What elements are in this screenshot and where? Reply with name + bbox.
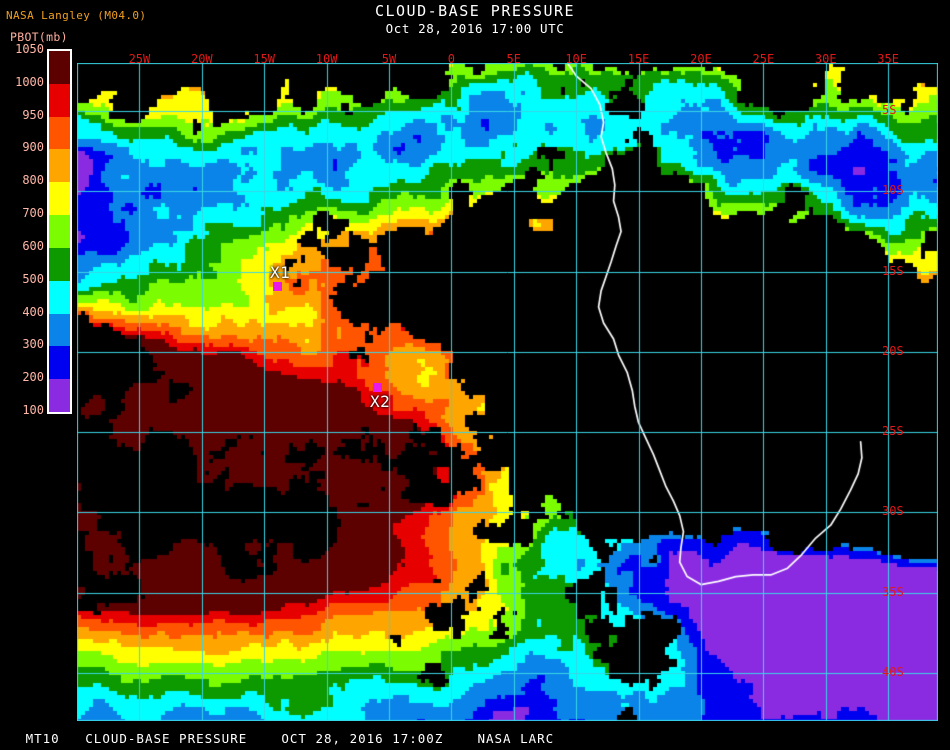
colorbar-band-6: [49, 247, 70, 281]
colorbar-band-3: [49, 149, 70, 183]
footer-product-code: MT10: [0, 731, 86, 746]
colorbar-tick-600: 600: [22, 238, 44, 253]
lat-label-20S: 20S: [882, 343, 904, 358]
marker-label-x1: X1: [270, 263, 291, 282]
lon-label-25E: 25E: [752, 52, 775, 66]
colorbar-band-9: [49, 346, 70, 380]
lon-label-0: 0: [447, 52, 455, 66]
colorbar-band-10: [49, 379, 70, 412]
colorbar-band-1: [49, 83, 70, 117]
lat-label-40S: 40S: [882, 664, 904, 679]
title-block: CLOUD-BASE PRESSURE Oct 28, 2016 17:00 U…: [0, 2, 950, 36]
colorbar-tick-labels: 1050 1000 950 900 800 700 600 500 400 300 200 100: [0, 38, 44, 428]
footer-caption: MT10 CLOUD-BASE PRESSURE OCT 28, 2016 17…: [0, 727, 950, 750]
lat-label-15S: 15S: [882, 263, 904, 278]
lat-label-35S: 35S: [882, 584, 904, 599]
colorbar-tick-900: 900: [22, 140, 44, 155]
lon-label-5W: 5W: [381, 52, 397, 66]
marker-square-icon: [373, 383, 382, 392]
colorbar-band-4: [49, 182, 70, 216]
graticule-grid: [77, 63, 938, 721]
agency-label: NASA Langley (M04.0): [6, 9, 147, 22]
lon-label-15E: 15E: [627, 52, 650, 66]
lon-label-20W: 20W: [190, 52, 213, 66]
colorbar-tick-800: 800: [22, 173, 44, 188]
lon-label-10W: 10W: [315, 52, 338, 66]
colorbar-tick-1000: 1000: [15, 74, 44, 89]
colorbar-tick-300: 300: [22, 337, 44, 352]
colorbar-tick-400: 400: [22, 304, 44, 319]
colorbar-band-5: [49, 215, 70, 248]
colorbar-tick-1050: 1050: [15, 42, 44, 56]
lon-label-5E: 5E: [506, 52, 521, 66]
lon-label-30E: 30E: [814, 52, 837, 66]
colorbar-band-2: [49, 116, 70, 150]
colorbar-band-7: [49, 280, 70, 314]
lon-label-35E: 35E: [877, 52, 899, 66]
footer-source: NASA LARC: [477, 731, 555, 746]
colorbar-tick-100: 100: [22, 403, 44, 417]
lon-label-25W: 25W: [128, 52, 151, 66]
lat-label-5S: 5S: [882, 103, 897, 118]
map-canvas[interactable]: [77, 63, 938, 721]
footer-product-name: CLOUD-BASE PRESSURE: [85, 731, 282, 746]
colorbar-tick-950: 950: [22, 107, 44, 122]
page-title: CLOUD-BASE PRESSURE: [374, 2, 576, 20]
marker-square-icon: [273, 282, 282, 291]
lat-label-25S: 25S: [882, 424, 904, 439]
marker-label-x2: X2: [370, 392, 391, 411]
colorbar-band-8: [49, 313, 70, 347]
colorbar-tick-700: 700: [22, 206, 44, 221]
lon-label-10E: 10E: [565, 52, 588, 66]
colorbar-band-0: [49, 51, 70, 84]
colorbar-title: PBOT(mb): [10, 30, 68, 44]
lon-label-15W: 15W: [253, 52, 276, 66]
footer-timestamp: OCT 28, 2016 17:00Z: [281, 731, 478, 746]
colorbar-tick-500: 500: [22, 271, 44, 286]
lon-label-20E: 20E: [690, 52, 712, 66]
lat-label-10S: 10S: [882, 183, 904, 198]
page-subtitle: Oct 28, 2016 17:00 UTC: [385, 20, 565, 36]
lat-label-30S: 30S: [882, 504, 904, 519]
colorbar-tick-200: 200: [22, 370, 44, 385]
colorbar: [47, 49, 72, 414]
